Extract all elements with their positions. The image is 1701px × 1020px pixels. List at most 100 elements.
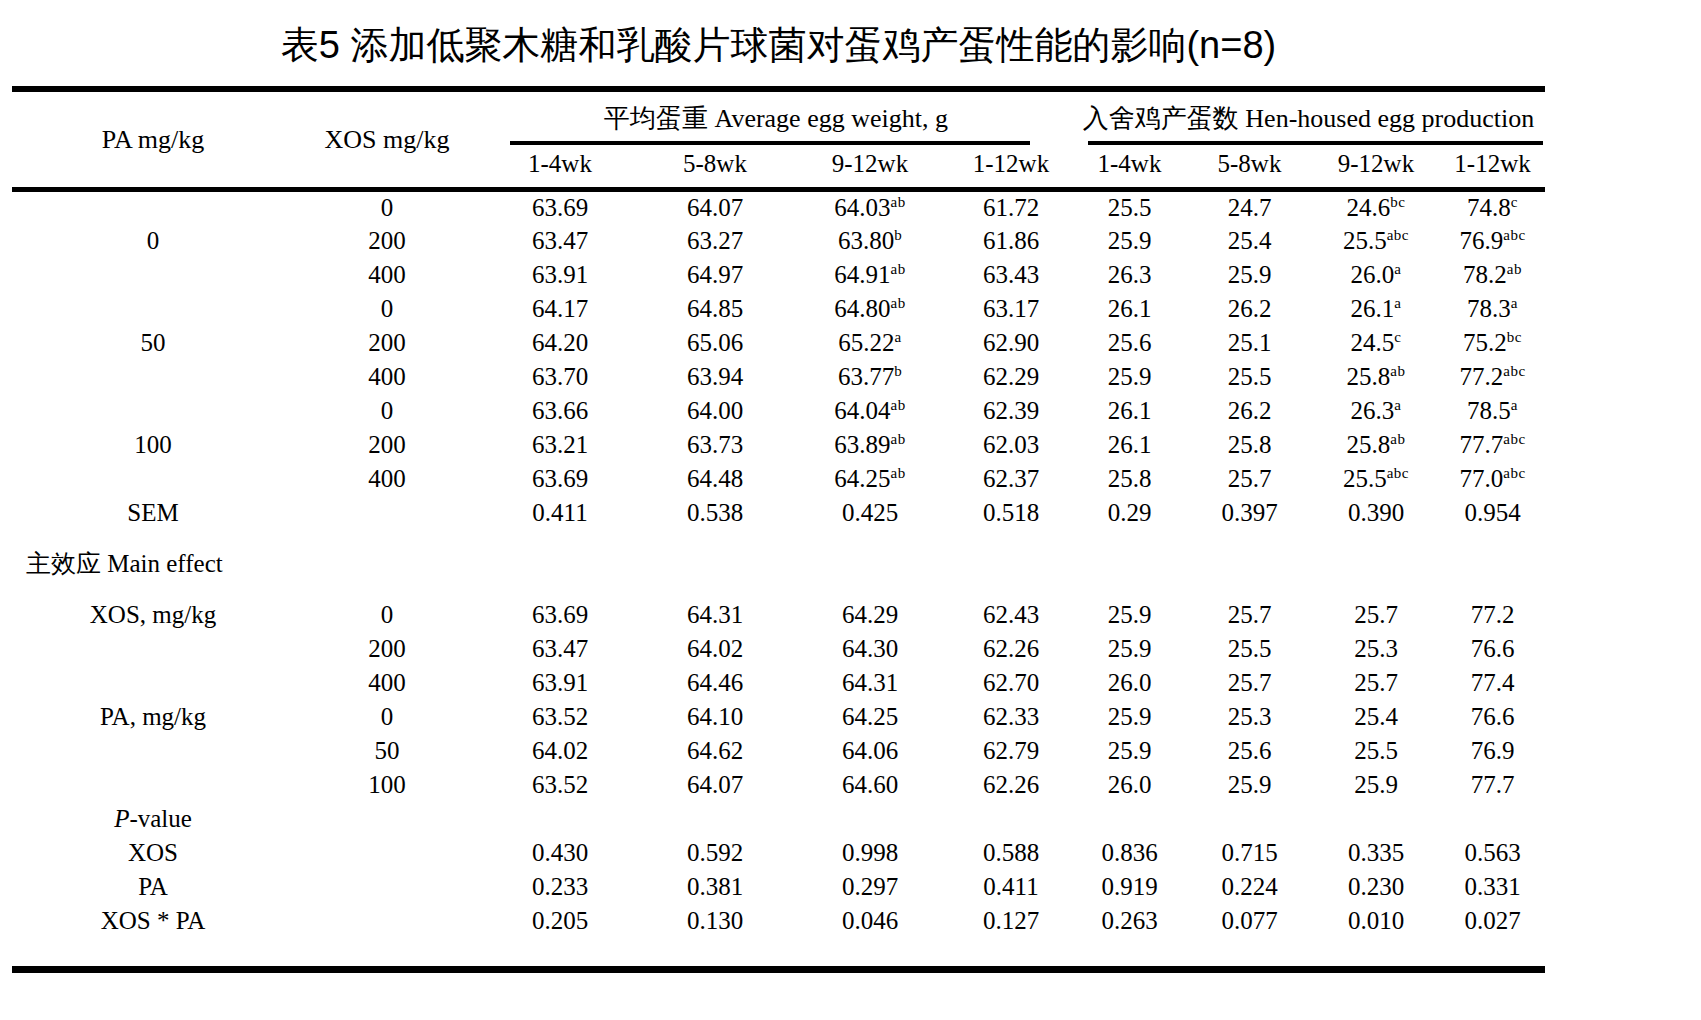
table-cell: 0 — [294, 581, 480, 632]
table-cell: 0 — [294, 394, 480, 428]
table-cell: 25.7 — [1312, 666, 1440, 700]
table-cell: 25.8ab — [1312, 428, 1440, 462]
table-cell: 26.3 — [1072, 258, 1187, 292]
table-cell: 25.1 — [1187, 326, 1312, 360]
table-cell: 0.297 — [790, 870, 950, 904]
col-header-xos: XOS mg/kg — [294, 92, 480, 190]
table-cell: 62.39 — [950, 394, 1072, 428]
table-cell: 0 — [294, 190, 480, 224]
table-cell: 0.538 — [640, 496, 790, 530]
table-cell: 25.8 — [1072, 462, 1187, 496]
table-cell: 26.2 — [1187, 394, 1312, 428]
table-title: 表5 添加低聚木糖和乳酸片球菌对蛋鸡产蛋性能的影响(n=8) — [12, 22, 1545, 68]
table-cell: 400 — [294, 666, 480, 700]
table-cell: 25.5 — [1187, 632, 1312, 666]
table-cell: 77.2 — [1440, 581, 1545, 632]
table-cell: 0.010 — [1312, 904, 1440, 938]
table-cell: 63.91 — [480, 258, 640, 292]
row-label — [12, 360, 294, 394]
table-row: PA0.2330.3810.2970.4110.9190.2240.2300.3… — [12, 870, 1545, 904]
table-cell: 62.37 — [950, 462, 1072, 496]
table-cell: 25.9 — [1072, 700, 1187, 734]
table-cell — [1440, 802, 1545, 836]
table-cell — [1312, 802, 1440, 836]
table-cell: 77.7 — [1440, 768, 1545, 802]
table-cell: 62.26 — [950, 768, 1072, 802]
table-cell: 0.411 — [480, 496, 640, 530]
table-cell: 64.25 — [790, 700, 950, 734]
table-row: 20063.4764.0264.3062.2625.925.525.376.6 — [12, 632, 1545, 666]
table-cell: 26.3a — [1312, 394, 1440, 428]
table-cell: 25.9 — [1072, 224, 1187, 258]
table-cell — [480, 802, 640, 836]
table-row: 020063.4763.2763.80b61.8625.925.425.5abc… — [12, 224, 1545, 258]
table-cell — [950, 802, 1072, 836]
table-cell: 64.31 — [640, 581, 790, 632]
table-row: 5020064.2065.0665.22a62.9025.625.124.5c7… — [12, 326, 1545, 360]
table-cell: 63.52 — [480, 700, 640, 734]
table-cell: 0.954 — [1440, 496, 1545, 530]
table-cell — [294, 802, 480, 836]
table-row: 主效应 Main effect — [12, 530, 1545, 581]
table-cell: 0.335 — [1312, 836, 1440, 870]
subcol-header: 5-8wk — [1187, 145, 1312, 190]
table-cell: 0.518 — [950, 496, 1072, 530]
table-cell: 0.046 — [790, 904, 950, 938]
group-header-egg-production-label: 入舍鸡产蛋数 Hen-housed egg production — [1072, 92, 1545, 141]
table-cell: 0.230 — [1312, 870, 1440, 904]
table-row: 40063.9164.4664.3162.7026.025.725.777.4 — [12, 666, 1545, 700]
table-cell: 24.6bc — [1312, 190, 1440, 224]
table-cell: 0.027 — [1440, 904, 1545, 938]
table-cell: 0.588 — [950, 836, 1072, 870]
table-row: P-value — [12, 802, 1545, 836]
table-cell: 63.21 — [480, 428, 640, 462]
table-cell: 25.8 — [1187, 428, 1312, 462]
table-cell: 0.998 — [790, 836, 950, 870]
table-cell: 25.7 — [1312, 581, 1440, 632]
table-cell: 76.6 — [1440, 632, 1545, 666]
table-cell: 62.03 — [950, 428, 1072, 462]
table-cell: 26.1a — [1312, 292, 1440, 326]
table-cell: 25.9 — [1187, 258, 1312, 292]
table-cell: 26.0 — [1072, 666, 1187, 700]
table-cell: 63.94 — [640, 360, 790, 394]
table-cell: 25.9 — [1072, 734, 1187, 768]
table-cell: 64.00 — [640, 394, 790, 428]
table-cell: 26.1 — [1072, 394, 1187, 428]
table-cell: 78.3a — [1440, 292, 1545, 326]
table-cell: 63.17 — [950, 292, 1072, 326]
table-cell: 0.592 — [640, 836, 790, 870]
table-cell: 64.46 — [640, 666, 790, 700]
table-row: 40063.7063.9463.77b62.2925.925.525.8ab77… — [12, 360, 1545, 394]
table-cell: 24.5c — [1312, 326, 1440, 360]
row-label: PA, mg/kg — [12, 700, 294, 734]
table-cell: 25.4 — [1187, 224, 1312, 258]
table-cell: 25.7 — [1187, 581, 1312, 632]
row-label — [12, 462, 294, 496]
table-row: 10020063.2163.7363.89ab62.0326.125.825.8… — [12, 428, 1545, 462]
table-row: XOS * PA0.2050.1300.0460.1270.2630.0770.… — [12, 904, 1545, 938]
table-cell: 200 — [294, 224, 480, 258]
table-cell: 25.8ab — [1312, 360, 1440, 394]
table-cell: 63.47 — [480, 632, 640, 666]
row-label — [12, 734, 294, 768]
table-cell: 0.715 — [1187, 836, 1312, 870]
table-cell: 0.397 — [1187, 496, 1312, 530]
table-row: 064.1764.8564.80ab63.1726.126.226.1a78.3… — [12, 292, 1545, 326]
table-cell: 63.69 — [480, 581, 640, 632]
group-header-egg-production: 入舍鸡产蛋数 Hen-housed egg production — [1072, 92, 1545, 145]
table-cell: 63.80b — [790, 224, 950, 258]
table-cell — [640, 802, 790, 836]
table-cell: 25.5 — [1187, 360, 1312, 394]
table-cell: 0.430 — [480, 836, 640, 870]
table-cell: 63.69 — [480, 190, 640, 224]
table-cell: 100 — [294, 768, 480, 802]
table-cell: 62.43 — [950, 581, 1072, 632]
table-cell: 25.5 — [1312, 734, 1440, 768]
table-cell: 200 — [294, 632, 480, 666]
subcol-header: 9-12wk — [790, 145, 950, 190]
table-cell: 0.127 — [950, 904, 1072, 938]
table-cell: 0.390 — [1312, 496, 1440, 530]
col-header-pa: PA mg/kg — [12, 92, 294, 190]
group-header-egg-weight: 平均蛋重 Average egg weight, g — [480, 92, 1072, 145]
